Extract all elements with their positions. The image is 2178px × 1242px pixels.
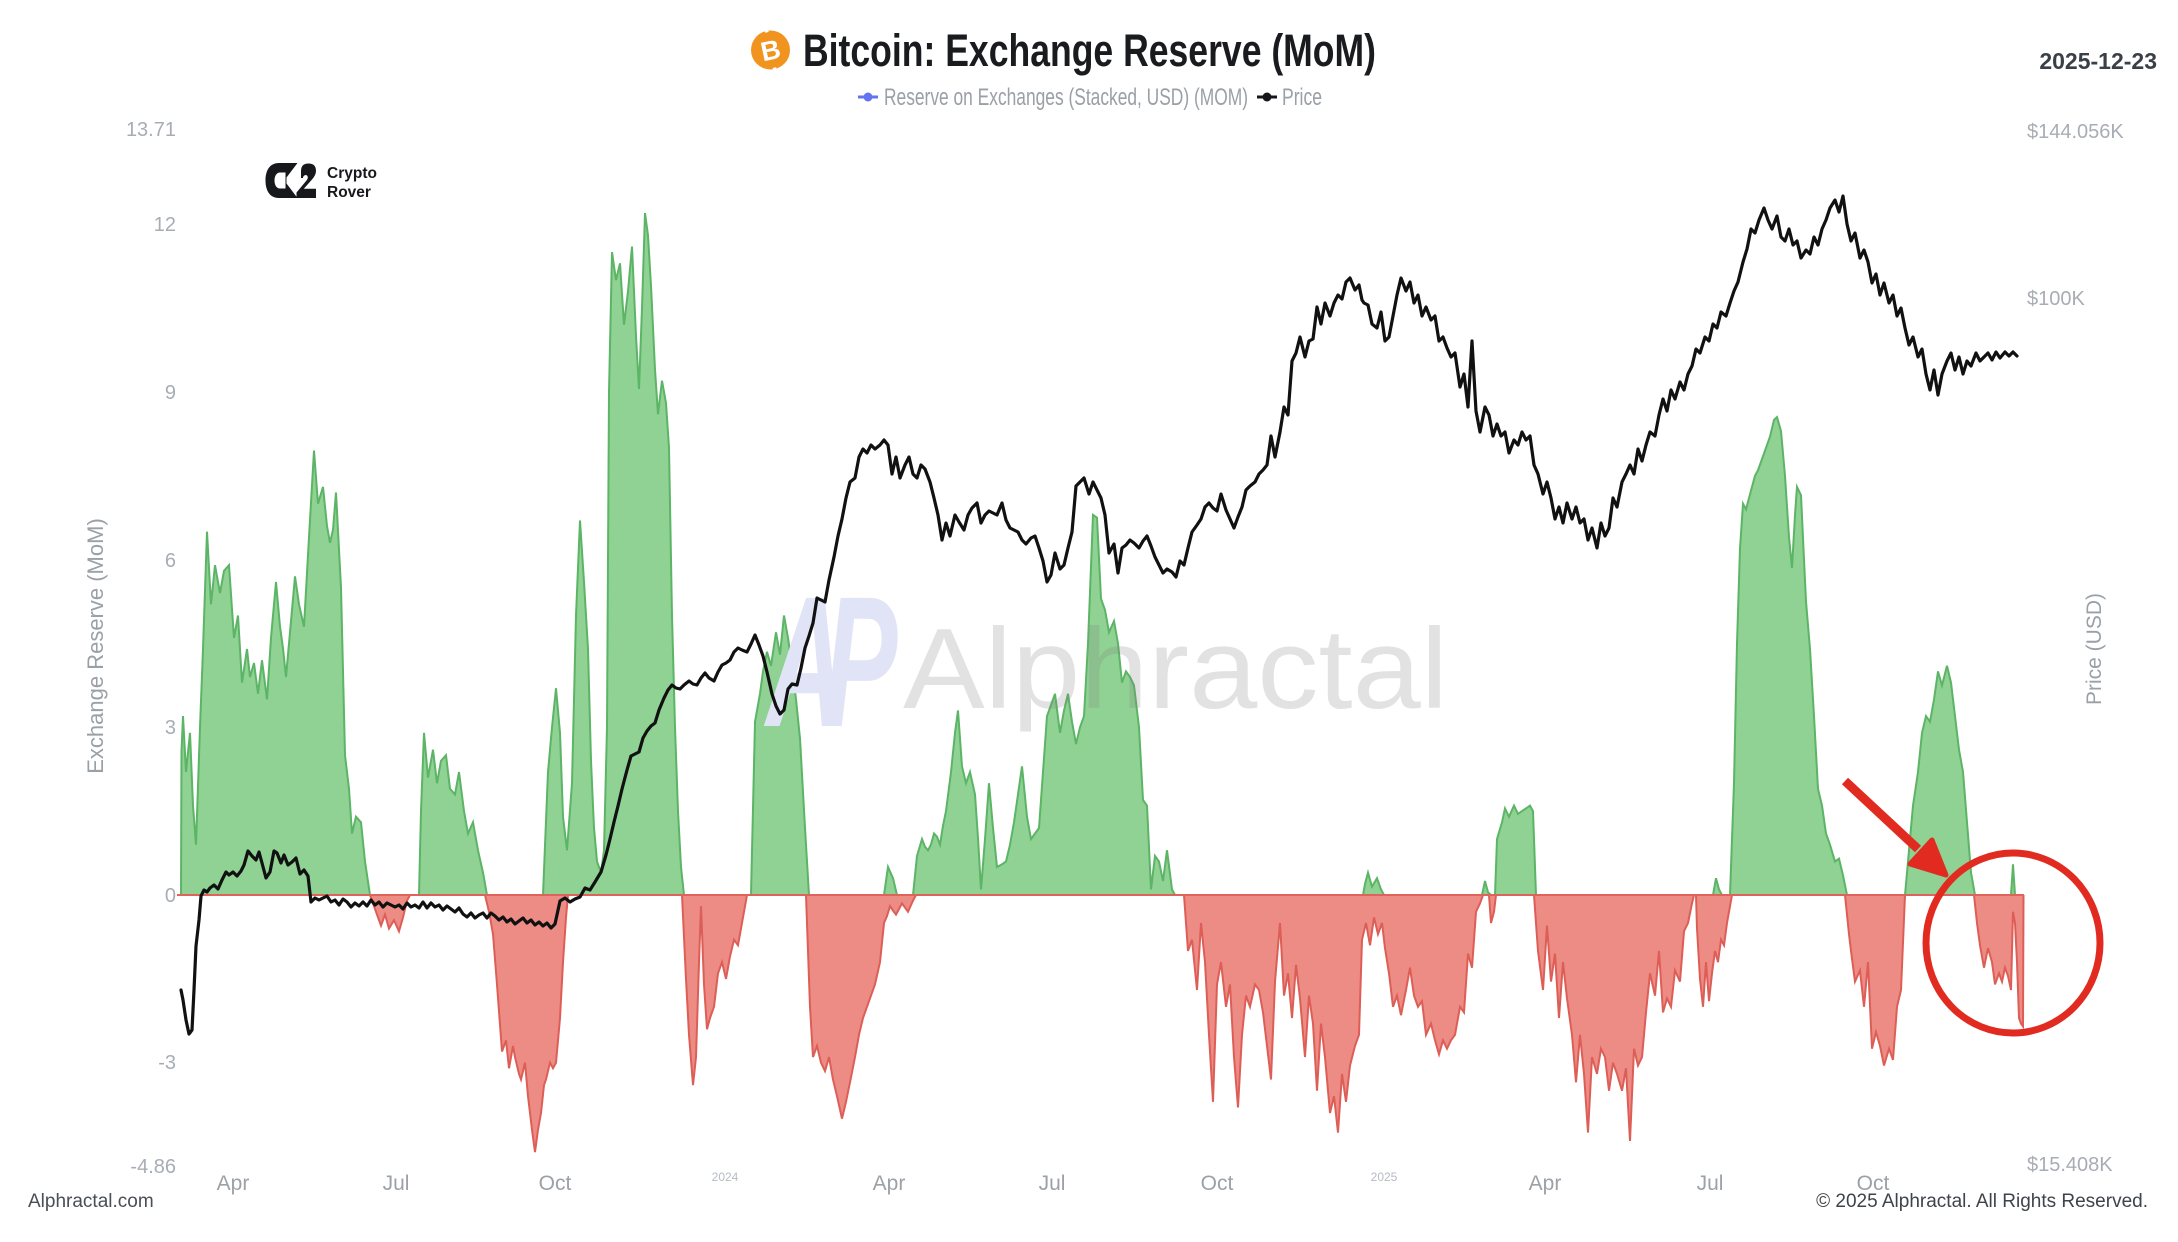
svg-text:Jul: Jul <box>383 1172 410 1195</box>
svg-text:3: 3 <box>165 717 176 739</box>
svg-text:Oct: Oct <box>1857 1172 1890 1195</box>
svg-text:Alphractal: Alphractal <box>903 606 1448 733</box>
svg-text:6: 6 <box>165 550 176 572</box>
svg-text:0: 0 <box>165 885 176 907</box>
svg-text:Oct: Oct <box>1201 1172 1234 1195</box>
svg-text:Rover: Rover <box>327 184 371 201</box>
svg-text:$144.056K: $144.056K <box>2027 121 2124 143</box>
svg-text:12: 12 <box>154 214 176 236</box>
svg-text:Jul: Jul <box>1697 1172 1724 1195</box>
svg-text:$100K: $100K <box>2027 288 2085 310</box>
svg-text:© 2025 Alphractal. All Rights: © 2025 Alphractal. All Rights Reserved. <box>1816 1191 2148 1212</box>
svg-text:Apr: Apr <box>873 1172 906 1195</box>
svg-text:A: A <box>763 559 845 766</box>
svg-text:2025: 2025 <box>1371 1170 1398 1184</box>
svg-text:Exchange Reserve (MoM): Exchange Reserve (MoM) <box>83 518 108 774</box>
svg-text:Price (USD): Price (USD) <box>2083 593 2106 705</box>
svg-text:Bitcoin: Exchange Reserve (MoM: Bitcoin: Exchange Reserve (MoM) <box>803 25 1376 76</box>
svg-text:13.71: 13.71 <box>126 119 176 141</box>
svg-text:Price: Price <box>1282 84 1322 111</box>
svg-text:-4.86: -4.86 <box>130 1156 176 1178</box>
svg-text:Jul: Jul <box>1039 1172 1066 1195</box>
svg-text:2025-12-23: 2025-12-23 <box>2039 48 2157 74</box>
svg-text:Oct: Oct <box>539 1172 572 1195</box>
svg-text:Alphractal.com: Alphractal.com <box>28 1191 154 1212</box>
svg-text:Apr: Apr <box>217 1172 250 1195</box>
svg-text:2024: 2024 <box>712 1170 739 1184</box>
svg-text:-3: -3 <box>158 1052 176 1074</box>
svg-text:P: P <box>824 559 898 766</box>
svg-text:$15.408K: $15.408K <box>2027 1154 2113 1176</box>
svg-text:Crypto: Crypto <box>327 165 377 182</box>
svg-text:Apr: Apr <box>1529 1172 1562 1195</box>
svg-text:Reserve on Exchanges (Stacked,: Reserve on Exchanges (Stacked, USD) (MOM… <box>884 84 1248 111</box>
svg-text:9: 9 <box>165 382 176 404</box>
